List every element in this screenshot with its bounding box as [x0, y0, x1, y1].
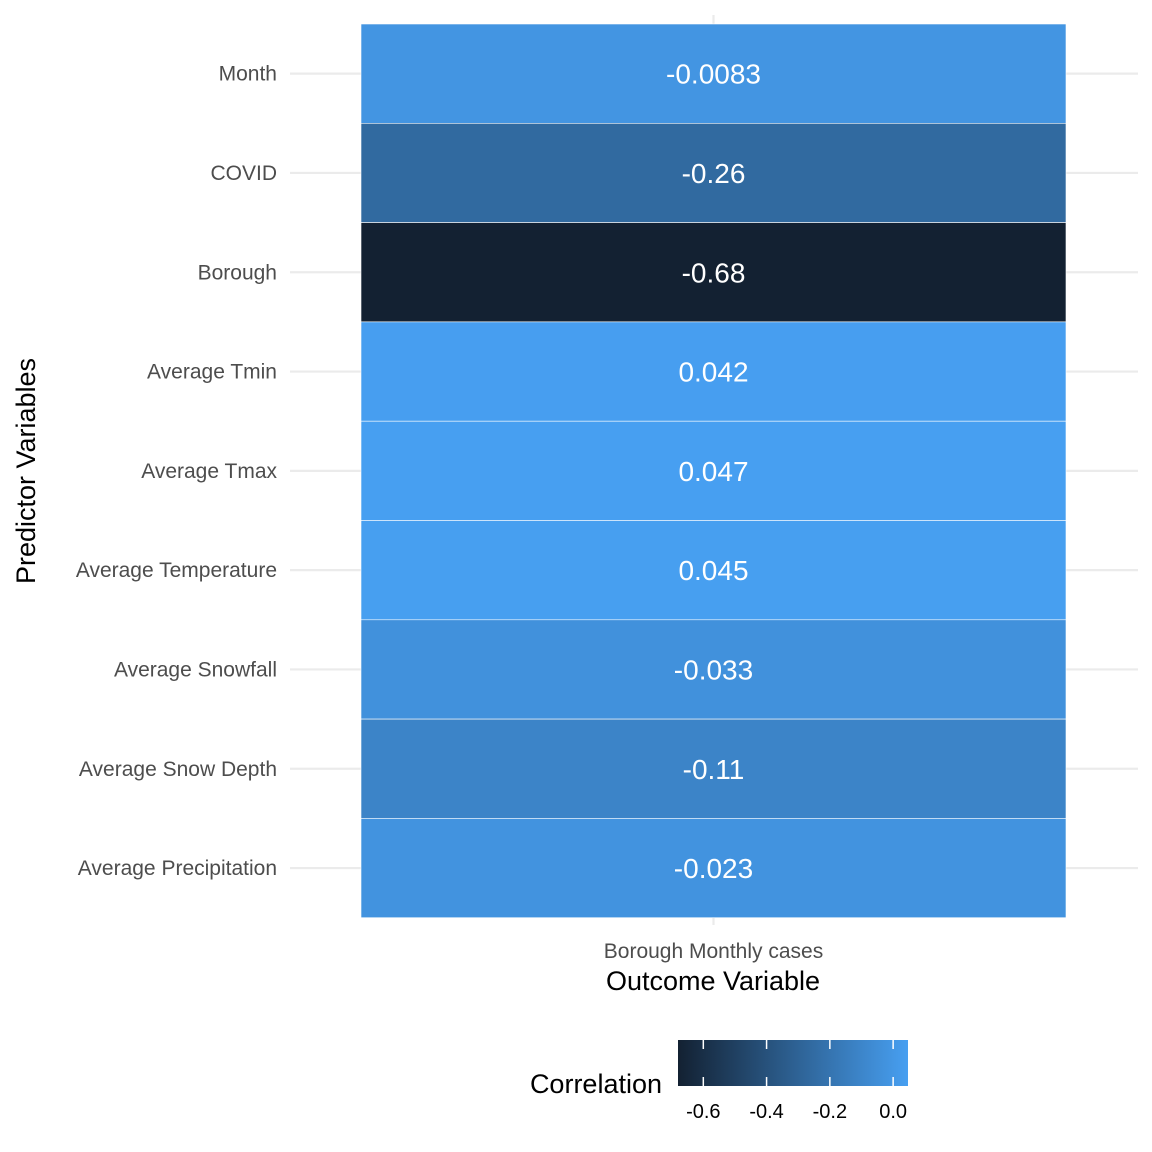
cell-label-average-tmax: 0.047: [678, 456, 748, 487]
cell-label-borough: -0.68: [682, 257, 746, 288]
y-tick-average-tmax: Average Tmax: [141, 460, 277, 483]
cell-month: [360, 23, 1067, 124]
cell-average-snowfall: [360, 619, 1067, 720]
legend-title: Correlation: [530, 1069, 662, 1099]
cell-average-snow-depth: [360, 718, 1067, 819]
cell-labels: -0.0083 -0.26 -0.68 0.042 0.047 0.045 -0.033 -0…: [666, 59, 761, 884]
y-tick-average-snowfall: Average Snowfall: [114, 658, 277, 681]
cell-average-tmin: [360, 321, 1067, 422]
cell-average-temperature: [360, 520, 1067, 621]
cell-label-month: -0.0083: [666, 59, 761, 90]
cell-label-average-snow-depth: -0.11: [683, 754, 745, 785]
cell-average-precipitation: [360, 818, 1067, 919]
cell-covid: [360, 123, 1067, 223]
cell-label-covid: -0.26: [682, 158, 746, 189]
cell-label-average-precipitation: -0.023: [674, 853, 753, 884]
legend-ticks: -0.6 -0.4 -0.2 0.0: [686, 1040, 907, 1123]
y-tick-covid: COVID: [210, 162, 277, 185]
legend-tick-label: -0.2: [813, 1101, 847, 1123]
y-axis-tick-labels: Month COVID Borough Average Tmin Average Tma…: [76, 63, 278, 880]
y-tick-average-precipitation: Average Precipitation: [78, 857, 277, 880]
legend-tick-label: 0.0: [879, 1101, 907, 1123]
legend-tick-label: -0.4: [749, 1101, 783, 1123]
y-tick-average-temperature: Average Temperature: [76, 559, 277, 582]
cell-label-average-tmin: 0.042: [678, 357, 748, 388]
y-tick-average-tmin: Average Tmin: [147, 361, 277, 384]
x-axis-title: Outcome Variable: [606, 966, 820, 996]
y-axis-title: Predictor Variables: [11, 358, 41, 584]
cell-average-tmax: [360, 420, 1067, 521]
legend: Correlation -0.6 -0.4 -0.2 0.0: [530, 1040, 908, 1123]
cell-label-average-snowfall: -0.033: [674, 654, 753, 685]
y-tick-month: Month: [219, 63, 277, 86]
x-axis-tick-labels: Borough Monthly cases: [604, 940, 823, 963]
x-tick-borough-monthly-cases: Borough Monthly cases: [604, 940, 823, 963]
heatmap-cells: [360, 23, 1067, 919]
y-tick-average-snow-depth: Average Snow Depth: [79, 758, 277, 781]
y-tick-borough: Borough: [198, 261, 277, 284]
legend-tick-label: -0.6: [686, 1101, 720, 1123]
cell-label-average-temperature: 0.045: [678, 555, 748, 586]
legend-colorbar: [678, 1040, 908, 1086]
